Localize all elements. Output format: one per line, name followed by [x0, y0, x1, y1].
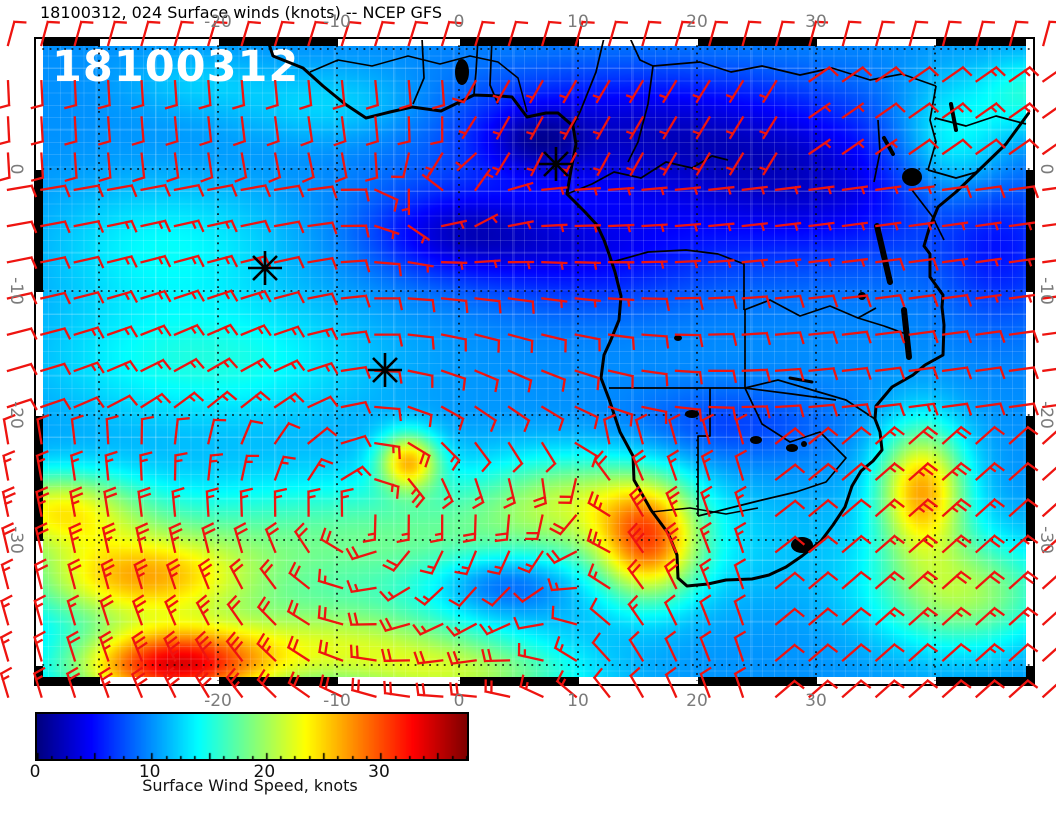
wind-barb [1, 486, 16, 517]
wind-barb [1041, 107, 1056, 120]
lon-tick-label-top: 30 [805, 12, 827, 32]
wind-barb [0, 116, 11, 146]
wind-barb [1041, 70, 1056, 83]
lon-tick-label-bottom: -20 [204, 691, 232, 711]
wind-barb [0, 558, 14, 590]
neatline-black-segment [219, 677, 338, 684]
colorbar-tick-label: 20 [253, 762, 276, 782]
neatline-black-segment [36, 677, 100, 684]
neatline-black-segment [1026, 170, 1033, 292]
wind-barb [1041, 575, 1056, 590]
neatline-black-segment [936, 39, 1033, 46]
wind-barb [1041, 430, 1056, 445]
wind-barb [1041, 143, 1056, 156]
wind-barb [1042, 367, 1056, 373]
neatline-stripe-bottom [36, 677, 1033, 684]
colorbar-tick-label: 0 [29, 762, 41, 782]
wind-barb [6, 220, 38, 234]
wind-barb [1042, 331, 1056, 336]
wind-barb [0, 79, 11, 109]
neatline-black-segment [36, 416, 43, 541]
neatline-stripe-left [36, 39, 43, 684]
colorbar-caption: Surface Wind Speed, knots [142, 776, 358, 795]
colorbar-gradient-canvas [37, 714, 467, 759]
lat-tick-label-right: 0 [1036, 163, 1056, 175]
wind-barb [1042, 223, 1056, 228]
neatline-black-segment [936, 677, 1033, 684]
lon-tick-label-top: -20 [204, 12, 232, 32]
lon-tick-label-bottom: 0 [453, 691, 465, 711]
fine-graticule-texture [36, 39, 1033, 684]
map-frame [34, 37, 1035, 686]
lon-tick-label-top: -10 [323, 12, 351, 32]
colorbar [35, 712, 469, 761]
neatline-black-segment [36, 666, 43, 684]
neatline-black-segment [1026, 416, 1033, 541]
wind-barb [1041, 502, 1056, 518]
wind-barb [1042, 259, 1056, 264]
lat-tick-label-right: -30 [1036, 526, 1056, 554]
lon-tick-label-bottom: -10 [323, 691, 351, 711]
wind-barb [6, 362, 38, 376]
wind-barb [0, 666, 13, 699]
neatline-black-segment [460, 677, 579, 684]
lon-tick-label-top: 10 [567, 12, 589, 32]
wind-barb [1041, 683, 1056, 699]
wind-barb [6, 184, 38, 198]
wind-barb [1041, 647, 1056, 663]
neatline-black-segment [698, 677, 817, 684]
lat-tick-label-right: -20 [1036, 401, 1056, 429]
wind-barb [2, 450, 16, 481]
wind-barb [1041, 20, 1056, 47]
neatline-black-segment [698, 39, 817, 46]
lon-tick-label-bottom: 30 [805, 691, 827, 711]
lon-tick-label-bottom: 10 [567, 691, 589, 711]
colorbar-tick-label: 30 [368, 762, 390, 782]
wind-barb [1041, 611, 1056, 626]
lat-tick-label-left: -30 [6, 526, 26, 554]
neatline-stripe-right [1026, 39, 1033, 684]
figure-title: 18100312, 024 Surface winds (knots) -- N… [40, 3, 442, 22]
neatline-black-segment [36, 170, 43, 292]
wind-barb [6, 327, 38, 341]
wind-barb [1041, 466, 1056, 482]
wind-barb [1042, 186, 1056, 192]
lon-tick-label-bottom: 20 [686, 691, 708, 711]
neatline-black-segment [36, 39, 100, 46]
lat-tick-label-left: -20 [6, 401, 26, 429]
lat-tick-label-left: -10 [6, 277, 26, 305]
wind-barb [6, 20, 27, 47]
lat-tick-label-left: 0 [6, 163, 26, 175]
colorbar-tick-label: 10 [138, 762, 161, 782]
wind-barb [6, 255, 38, 270]
lon-tick-label-top: 0 [453, 12, 465, 32]
datetime-stamp: 18100312 [52, 42, 300, 92]
wind-barb [0, 630, 13, 662]
lon-tick-label-top: 20 [686, 12, 708, 32]
neatline-black-segment [460, 39, 579, 46]
lat-tick-label-right: -10 [1036, 277, 1056, 305]
neatline-black-segment [1026, 666, 1033, 684]
wind-barb [0, 594, 13, 626]
